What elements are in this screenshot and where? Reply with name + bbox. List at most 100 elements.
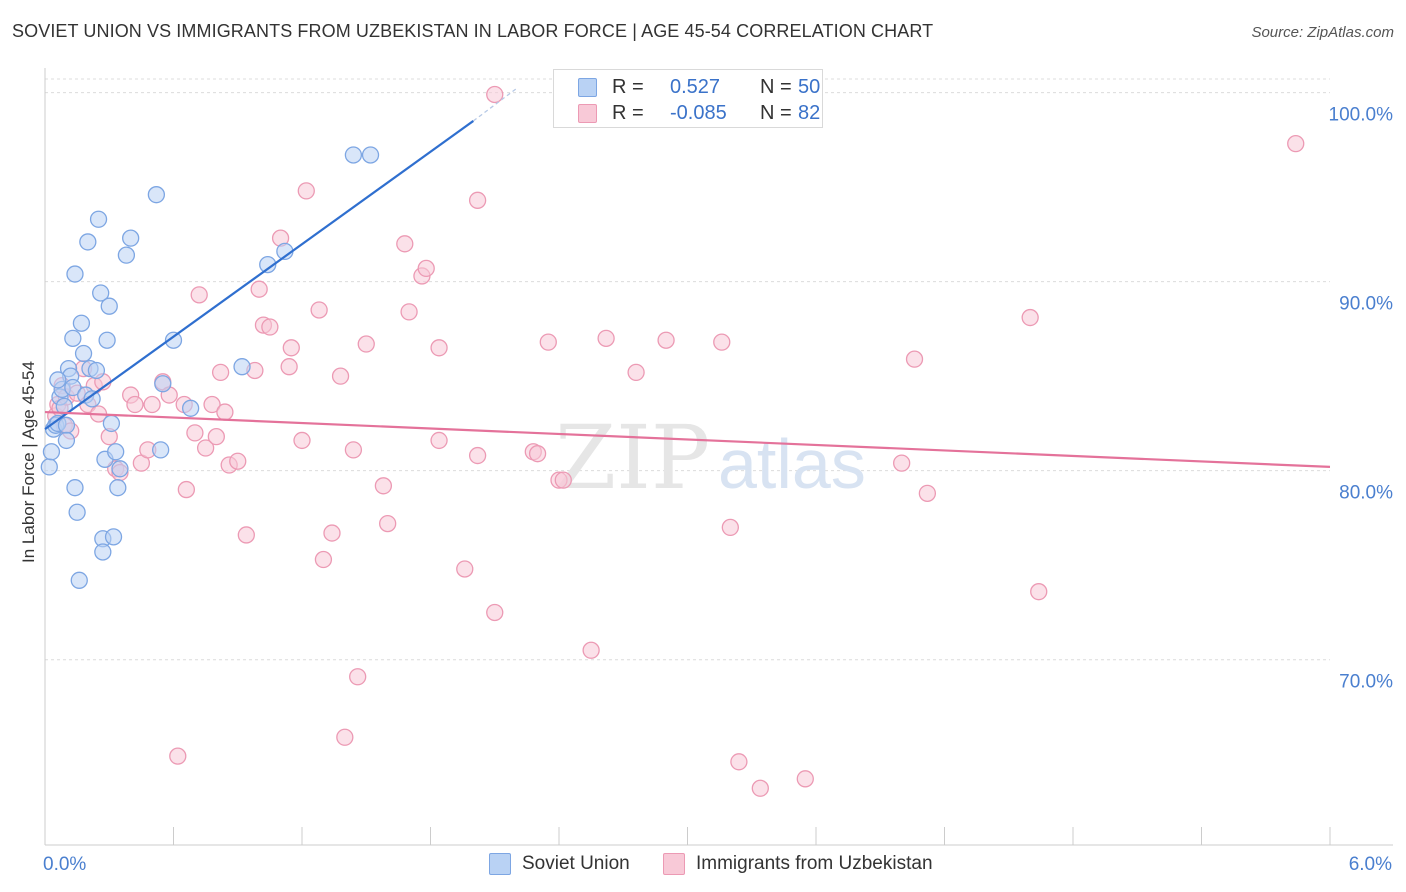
uzbekistan-point <box>169 747 187 765</box>
uzbekistan-point <box>336 728 354 746</box>
uzbekistan-point <box>1287 134 1305 153</box>
data-points <box>40 85 1305 797</box>
uzbekistan-point <box>597 329 615 347</box>
soviet-union-point <box>66 479 84 497</box>
uzbekistan-point <box>721 518 739 537</box>
soviet-union-point <box>154 375 172 393</box>
uzbekistan-point <box>713 333 731 351</box>
uzbekistan-point <box>203 395 221 414</box>
soviet-union-point <box>70 571 88 589</box>
uzbekistan-point <box>539 333 557 351</box>
uzbekistan-point <box>282 339 300 357</box>
soviet-union-point <box>151 441 170 459</box>
soviet-union-point <box>40 458 58 476</box>
soviet-union-point <box>66 265 84 283</box>
uzbekistan-trend-line <box>44 410 1331 468</box>
soviet-union-point <box>102 414 121 433</box>
y-tick-label: 90.0% <box>1339 294 1393 315</box>
uzbekistan-point <box>357 335 375 353</box>
uzbekistan-point <box>1030 583 1048 601</box>
soviet-union-point <box>233 358 251 376</box>
uzbekistan-point <box>297 182 315 200</box>
soviet-union-point <box>92 284 110 302</box>
uzbekistan-point <box>280 358 298 376</box>
legend-row-uzbekistan: R = -0.085 N = 82 <box>578 101 824 125</box>
trend-lines <box>44 88 1331 468</box>
uzbekistan-point <box>486 85 504 104</box>
soviet-union-point <box>98 331 116 349</box>
soviet-union-point <box>361 146 380 164</box>
watermark-atlas: atlas <box>718 425 866 503</box>
soviet-union-trend-line <box>44 120 474 430</box>
uzbekistan-point <box>186 424 204 442</box>
zipatlas-watermark: ZIP atlas <box>555 406 866 509</box>
soviet-union-point <box>57 416 76 434</box>
correlation-legend: R = 0.527 N = 50 R = -0.085 N = 82 <box>553 69 823 128</box>
legend-n-value: 50 <box>798 76 821 98</box>
legend-swatch-blue <box>578 78 597 97</box>
legend-n-label: N = <box>760 76 792 98</box>
uzbekistan-point <box>310 301 328 319</box>
uzbekistan-point <box>468 191 487 209</box>
soviet-union-trend-extension <box>472 88 517 122</box>
soviet-union-point <box>64 329 82 347</box>
uzbekistan-point <box>374 477 393 495</box>
soviet-union-point <box>111 460 129 478</box>
legend-swatch-pink <box>578 104 597 123</box>
uzbekistan-point <box>396 235 414 253</box>
uzbekistan-point <box>237 526 255 544</box>
uzbekistan-point <box>468 446 487 465</box>
uzbekistan-point <box>918 484 937 503</box>
soviet-union-point <box>100 297 118 315</box>
uzbekistan-point <box>486 603 504 622</box>
soviet-union-point <box>259 255 277 274</box>
uzbekistan-point <box>905 350 924 368</box>
y-tick-label: 80.0% <box>1339 483 1393 504</box>
uzbekistan-point <box>657 331 675 349</box>
bottom-legend-uzbekistan: Immigrants from Uzbekistan <box>663 851 963 877</box>
soviet-union-point <box>147 186 166 204</box>
uzbekistan-point <box>582 641 600 659</box>
uzbekistan-point <box>554 471 572 489</box>
soviet-union-point <box>74 344 93 363</box>
soviet-union-point <box>87 361 106 380</box>
bottom-legend-label: Immigrants from Uzbekistan <box>696 853 933 874</box>
soviet-union-point <box>49 371 67 389</box>
axes <box>44 68 1393 846</box>
legend-r-label: R = <box>612 102 644 124</box>
uzbekistan-point <box>627 363 645 382</box>
uzbekistan-point <box>126 395 144 414</box>
soviet-union-point <box>181 399 200 417</box>
watermark-zip: ZIP <box>555 406 710 509</box>
legend-n-value: 82 <box>798 102 821 124</box>
soviet-union-point <box>104 528 123 546</box>
uzbekistan-point <box>893 454 911 472</box>
soviet-union-point <box>72 314 91 332</box>
soviet-union-point <box>42 443 61 461</box>
uzbekistan-point <box>379 514 397 533</box>
uzbekistan-point <box>344 441 363 459</box>
uzbekistan-point <box>751 779 769 797</box>
soviet-union-point <box>64 378 82 397</box>
uzbekistan-point <box>323 524 341 542</box>
uzbekistan-point <box>211 363 230 382</box>
soviet-union-point <box>83 390 101 408</box>
uzbekistan-point <box>349 668 367 686</box>
bottom-legend-label: Soviet Union <box>522 853 630 874</box>
uzbekistan-point <box>430 339 448 357</box>
uzbekistan-point <box>528 445 547 463</box>
uzbekistan-point <box>430 431 448 450</box>
uzbekistan-point <box>196 439 215 457</box>
legend-r-value: 0.527 <box>670 76 721 98</box>
bottom-legend-soviet-union: Soviet Union <box>489 851 659 877</box>
uzbekistan-point <box>190 286 208 304</box>
uzbekistan-point <box>229 452 247 470</box>
uzbekistan-point <box>456 560 474 578</box>
y-tick-label: 100.0% <box>1329 105 1394 126</box>
axis-labels: 70.0% 80.0% 90.0% 100.0% 0.0% 6.0% In Labor Fo… <box>19 105 1393 875</box>
soviet-union-point <box>109 479 127 497</box>
uzbekistan-point <box>143 395 161 414</box>
uzbekistan-point <box>331 367 350 385</box>
legend-n-label: N = <box>760 102 792 124</box>
